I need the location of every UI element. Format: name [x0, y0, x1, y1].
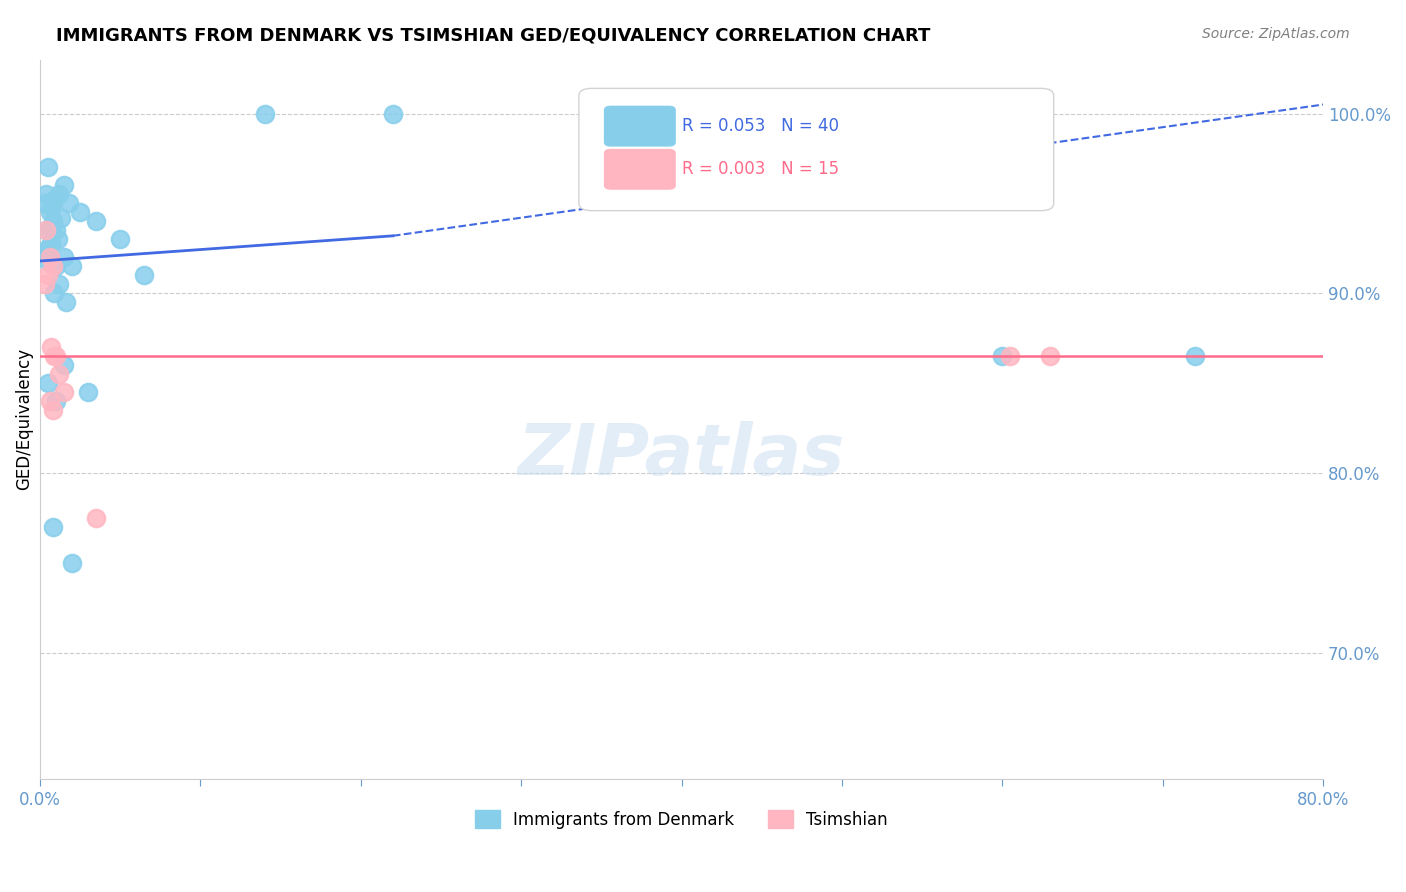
- Point: [49, 211, 72, 225]
- Point: [34, 196, 56, 211]
- Point: [60, 556, 83, 570]
- Point: [53, 385, 76, 400]
- Point: [1184, 349, 1206, 363]
- Point: [46, 232, 69, 246]
- Point: [53, 178, 76, 193]
- Point: [253, 106, 276, 120]
- Point: [42, 218, 65, 232]
- FancyBboxPatch shape: [579, 88, 1053, 211]
- Point: [38, 394, 60, 409]
- Point: [37, 268, 59, 283]
- Point: [1000, 349, 1022, 363]
- Text: R = 0.003   N = 15: R = 0.003 N = 15: [682, 160, 838, 178]
- Point: [58, 196, 80, 211]
- Point: [39, 340, 62, 354]
- FancyBboxPatch shape: [605, 150, 675, 189]
- Point: [37, 241, 59, 255]
- Point: [42, 260, 65, 274]
- Point: [38, 205, 60, 219]
- Point: [37, 161, 59, 175]
- Point: [60, 260, 83, 274]
- Point: [84, 214, 107, 228]
- Point: [84, 511, 107, 525]
- Point: [48, 277, 70, 292]
- Point: [35, 187, 58, 202]
- Point: [991, 349, 1014, 363]
- Point: [1039, 349, 1062, 363]
- Point: [44, 349, 66, 363]
- Point: [35, 223, 58, 237]
- Point: [48, 368, 70, 382]
- Point: [45, 349, 67, 363]
- Point: [55, 295, 77, 310]
- Point: [44, 286, 66, 301]
- Point: [38, 251, 60, 265]
- Point: [42, 403, 65, 417]
- Point: [45, 394, 67, 409]
- Point: [35, 223, 58, 237]
- Point: [108, 232, 131, 246]
- Point: [45, 260, 67, 274]
- Point: [38, 251, 60, 265]
- Point: [69, 205, 91, 219]
- Legend: Immigrants from Denmark, Tsimshian: Immigrants from Denmark, Tsimshian: [468, 804, 894, 835]
- Point: [48, 187, 70, 202]
- Point: [34, 277, 56, 292]
- Point: [39, 200, 62, 214]
- Point: [42, 214, 65, 228]
- Y-axis label: GED/Equivalency: GED/Equivalency: [15, 348, 32, 491]
- Point: [53, 359, 76, 373]
- Point: [45, 223, 67, 237]
- Point: [77, 385, 100, 400]
- Text: IMMIGRANTS FROM DENMARK VS TSIMSHIAN GED/EQUIVALENCY CORRELATION CHART: IMMIGRANTS FROM DENMARK VS TSIMSHIAN GED…: [56, 27, 931, 45]
- Point: [134, 268, 156, 283]
- Text: R = 0.053   N = 40: R = 0.053 N = 40: [682, 117, 838, 135]
- Point: [42, 520, 65, 534]
- Point: [39, 235, 62, 250]
- Point: [34, 245, 56, 260]
- Text: ZIPatlas: ZIPatlas: [517, 421, 845, 490]
- FancyBboxPatch shape: [605, 106, 675, 146]
- Point: [44, 193, 66, 207]
- Text: Source: ZipAtlas.com: Source: ZipAtlas.com: [1202, 27, 1350, 41]
- Point: [37, 254, 59, 268]
- Point: [381, 106, 404, 120]
- Point: [53, 251, 76, 265]
- Point: [37, 376, 59, 391]
